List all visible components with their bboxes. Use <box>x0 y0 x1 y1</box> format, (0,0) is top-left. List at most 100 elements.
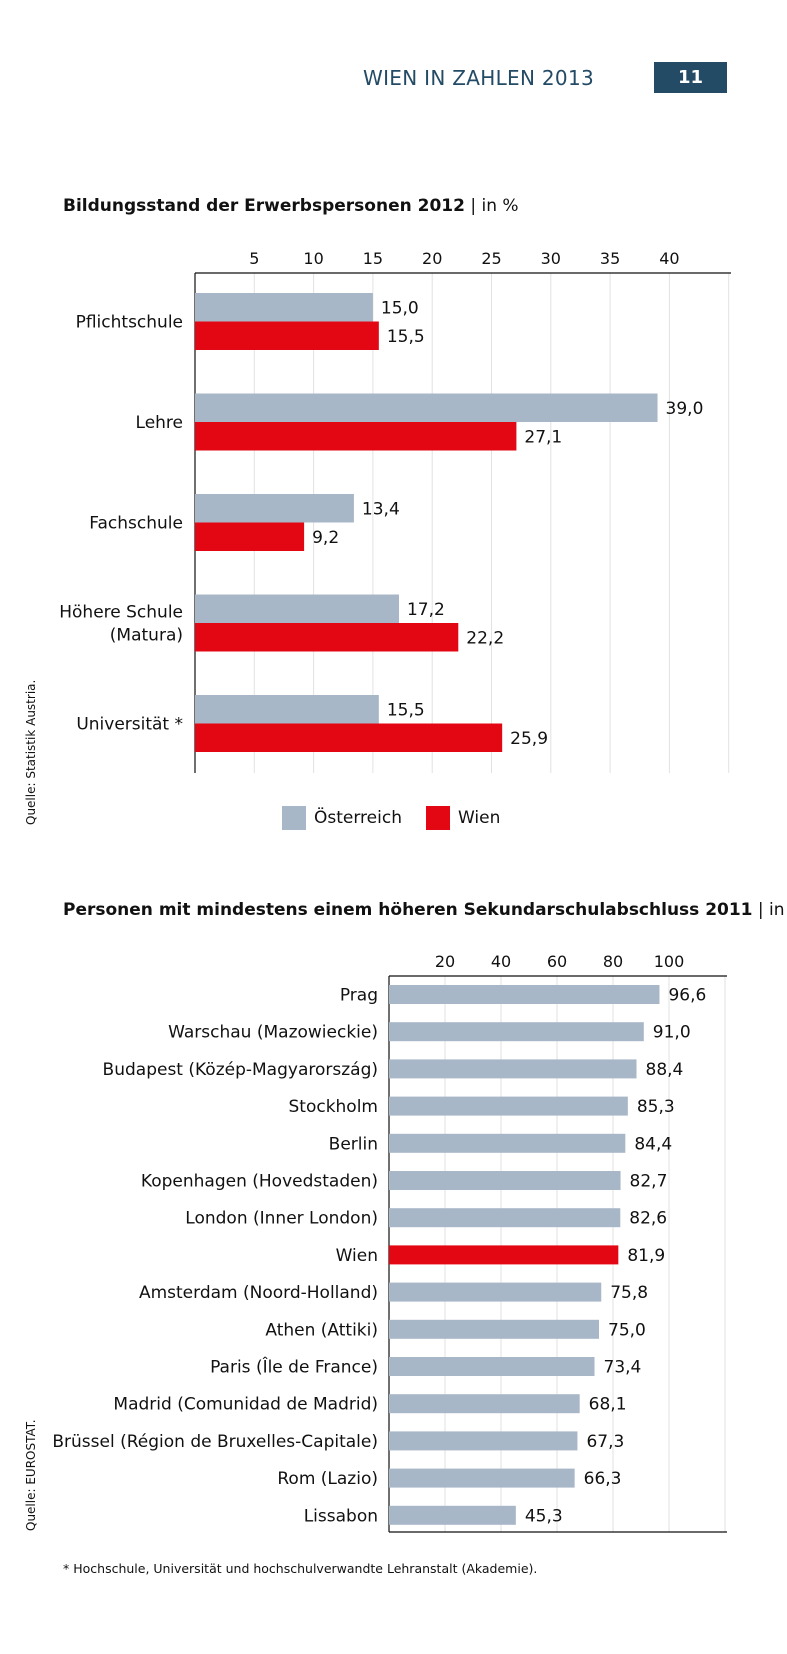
category-label: Universität * <box>76 715 183 735</box>
legend-swatch-austria <box>282 806 306 830</box>
bar-city <box>389 1022 644 1042</box>
category-label: Brüssel (Région de Bruxelles-Capitale) <box>52 1432 378 1452</box>
data-label: 88,4 <box>646 1060 684 1080</box>
data-label: 39,0 <box>666 399 704 419</box>
bar-austria <box>195 494 354 523</box>
category-label: Athen (Attiki) <box>265 1320 378 1340</box>
category-label: Madrid (Comunidad de Madrid) <box>113 1395 378 1415</box>
category-label: Budapest (Közép-Magyarország) <box>103 1060 378 1080</box>
data-label: 15,5 <box>387 327 425 347</box>
bar-city <box>389 1171 621 1190</box>
data-label: 96,6 <box>668 986 706 1006</box>
data-label: 81,9 <box>627 1246 665 1266</box>
category-label: Lehre <box>136 413 183 433</box>
data-label: 15,5 <box>387 700 425 720</box>
chart2-source: Quelle: EUROSTAT. <box>24 1419 38 1531</box>
category-label: Fachschule <box>89 514 183 534</box>
category-label: Berlin <box>329 1134 378 1154</box>
x-tick-label: 35 <box>600 249 620 268</box>
bar-wien <box>195 723 503 752</box>
x-tick-label: 100 <box>654 952 685 971</box>
category-label: Rom (Lazio) <box>277 1469 378 1489</box>
data-label: 9,2 <box>312 528 339 548</box>
category-label: Stockholm <box>288 1097 378 1117</box>
chart1-title-bold: Bildungsstand der Erwerbspersonen 2012 <box>63 196 465 216</box>
chart2-secondary-education: 20 40 60 80 100 Prag 96,6 Warschau (Mazowieckie… <box>52 952 727 1533</box>
category-label: Paris (Île de France) <box>210 1356 378 1378</box>
data-label: 25,9 <box>510 729 548 749</box>
page-number: 11 <box>654 62 727 93</box>
category-label: Wien <box>336 1246 378 1266</box>
data-label: 22,2 <box>466 628 504 648</box>
chart2-title-suffix: | in % <box>757 900 787 920</box>
category-label: Warschau (Mazowieckie) <box>168 1023 378 1043</box>
bar-city <box>389 1133 626 1153</box>
data-label: 73,4 <box>604 1358 642 1378</box>
x-tick-label: 30 <box>541 249 561 268</box>
chart1-title: Bildungsstand der Erwerbspersonen 2012 |… <box>63 196 519 216</box>
data-label: 15,0 <box>381 298 419 318</box>
bar-city <box>389 1357 595 1376</box>
data-label: 75,0 <box>608 1320 646 1340</box>
category-label: Kopenhagen (Hovedstaden) <box>141 1172 378 1192</box>
data-label: 82,7 <box>630 1172 668 1192</box>
bar-austria <box>195 393 658 422</box>
header-title: WIEN IN ZAHLEN 2013 <box>363 66 594 90</box>
x-tick-label: 40 <box>491 952 511 971</box>
legend-swatch-wien <box>426 806 450 830</box>
category-label: Lissabon <box>304 1506 378 1526</box>
x-tick-label: 20 <box>422 249 442 268</box>
bar-city <box>389 1282 602 1302</box>
x-tick-label: 20 <box>435 952 455 971</box>
bar-city <box>389 985 660 1004</box>
data-label: 68,1 <box>589 1395 627 1415</box>
chart2-title: Personen mit mindestens einem höheren Se… <box>63 900 787 920</box>
bar-austria <box>195 293 373 322</box>
data-label: 75,8 <box>610 1283 648 1303</box>
bar-wien <box>195 522 305 551</box>
data-label: 91,0 <box>653 1023 691 1043</box>
chart2-title-bold: Personen mit mindestens einem höheren Se… <box>63 900 753 920</box>
bar-austria <box>195 594 399 623</box>
category-label: Prag <box>340 986 378 1006</box>
category-label: London (Inner London) <box>185 1209 378 1229</box>
category-label: Amsterdam (Noord-Holland) <box>139 1283 378 1303</box>
bar-wien <box>195 623 459 652</box>
data-label: 84,4 <box>634 1134 672 1154</box>
category-label: (Matura) <box>110 626 183 646</box>
bar-wien <box>195 321 379 350</box>
footnote: * Hochschule, Universität und hochschulv… <box>63 1561 538 1576</box>
chart1-education-level: 5 10 15 20 25 30 35 40 Pflichtschule 15,0 15,5 Lehr… <box>59 249 731 773</box>
category-label: Höhere Schule <box>59 603 183 623</box>
bar-city <box>389 1431 578 1451</box>
bar-wien <box>195 422 517 451</box>
x-tick-label: 60 <box>547 952 567 971</box>
bar-wien <box>389 1245 619 1265</box>
data-label: 82,6 <box>629 1209 667 1229</box>
x-tick-label: 25 <box>481 249 501 268</box>
bar-city <box>389 1319 599 1339</box>
data-label: 67,3 <box>586 1432 624 1452</box>
data-label: 85,3 <box>637 1097 675 1117</box>
legend-label-austria: Österreich <box>314 808 402 828</box>
x-tick-label: 40 <box>659 249 679 268</box>
bar-city <box>389 1394 580 1414</box>
data-label: 45,3 <box>525 1506 563 1526</box>
bar-city <box>389 1505 516 1525</box>
category-label: Pflichtschule <box>76 313 183 333</box>
x-tick-label: 15 <box>363 249 383 268</box>
bar-city <box>389 1468 575 1488</box>
bar-city <box>389 1208 621 1228</box>
data-label: 66,3 <box>584 1469 622 1489</box>
data-label: 27,1 <box>524 427 562 447</box>
bar-city <box>389 1096 628 1116</box>
chart1-title-suffix: | in % <box>464 196 519 216</box>
x-tick-label: 5 <box>249 249 259 268</box>
x-tick-label: 80 <box>603 952 623 971</box>
data-label: 17,2 <box>407 600 445 620</box>
data-label: 13,4 <box>362 499 400 519</box>
legend-item-austria: Österreich <box>282 806 402 830</box>
x-tick-label: 10 <box>303 249 323 268</box>
legend-label-wien: Wien <box>458 808 501 828</box>
legend-item-wien: Wien <box>426 806 500 830</box>
